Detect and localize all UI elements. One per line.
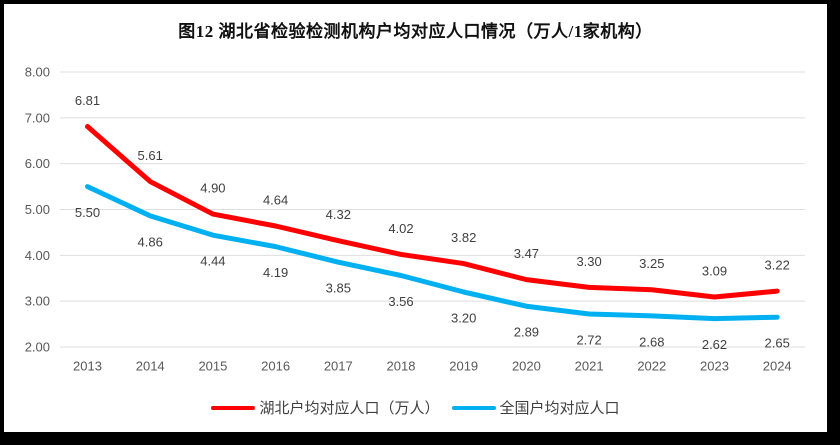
data-label: 6.81 [75,93,100,108]
data-label: 4.19 [263,265,288,280]
data-label: 4.32 [326,207,351,222]
data-label: 4.44 [200,254,225,269]
data-label: 3.30 [576,254,601,269]
x-axis-tick-label: 2021 [575,359,604,374]
legend-line-swatch-national-icon [451,405,496,410]
y-axis-tick-label: 2.00 [25,339,50,354]
data-label: 3.20 [451,310,476,325]
legend-item-national: 全国户均对应人口 [451,397,620,418]
y-axis-tick-label: 4.00 [25,248,50,263]
data-label: 3.56 [388,294,413,309]
data-label: 2.62 [702,337,727,352]
x-axis-tick-label: 2020 [512,359,541,374]
data-label: 3.25 [639,256,664,271]
data-label: 4.90 [200,181,225,196]
y-axis-tick-label: 3.00 [25,294,50,309]
legend-line-swatch-hubei-icon [211,405,256,410]
y-axis-tick-label: 6.00 [25,156,50,171]
data-label: 5.61 [138,148,163,163]
x-axis-tick-label: 2024 [763,359,792,374]
series-line-0 [85,124,780,300]
data-label: 2.89 [514,325,539,340]
legend-label-national: 全国户均对应人口 [499,400,620,417]
chart-title: 图12 湖北省检验检测机构户均对应人口情况（万人/1家机构） [178,22,653,41]
data-label: 5.50 [75,205,100,220]
x-axis-tick-label: 2023 [700,359,729,374]
data-label: 3.85 [326,281,351,296]
data-label: 4.02 [388,221,413,236]
chart-canvas: 图12 湖北省检验检测机构户均对应人口情况（万人/1家机构） 8.00 7.00 6… [4,4,827,432]
data-label: 4.64 [263,192,288,207]
x-axis-tick-label: 2013 [73,359,102,374]
data-label: 3.09 [702,264,727,279]
x-axis-tick-label: 2015 [198,359,227,374]
data-label: 4.86 [138,234,163,249]
data-label: 2.72 [576,332,601,347]
x-axis-tick-label: 2014 [136,359,165,374]
data-label: 3.82 [451,230,476,245]
y-axis-tick-label: 5.00 [25,202,50,217]
y-axis-tick-label: 7.00 [25,110,50,125]
legend-item-hubei: 湖北户均对应人口（万人） [211,397,440,418]
data-label: 3.22 [765,258,790,273]
x-axis-tick-label: 2016 [261,359,290,374]
chart-legend: 湖北户均对应人口（万人） 全国户均对应人口 [4,397,827,418]
line-chart-plot: 8.00 7.00 6.00 5.00 4.00 3.00 2.00 2013 2014 2015… [25,65,805,374]
legend-label-hubei: 湖北户均对应人口（万人） [259,400,440,417]
data-label: 2.65 [765,336,790,351]
x-axis-tick-label: 2017 [324,359,353,374]
x-axis-tick-label: 2019 [449,359,478,374]
x-axis-tick-label: 2018 [387,359,416,374]
series-line-1 [85,184,780,322]
x-axis-tick-label: 2022 [637,359,666,374]
y-axis-tick-label: 8.00 [25,65,50,80]
data-label: 2.68 [639,334,664,349]
data-label: 3.47 [514,246,539,261]
